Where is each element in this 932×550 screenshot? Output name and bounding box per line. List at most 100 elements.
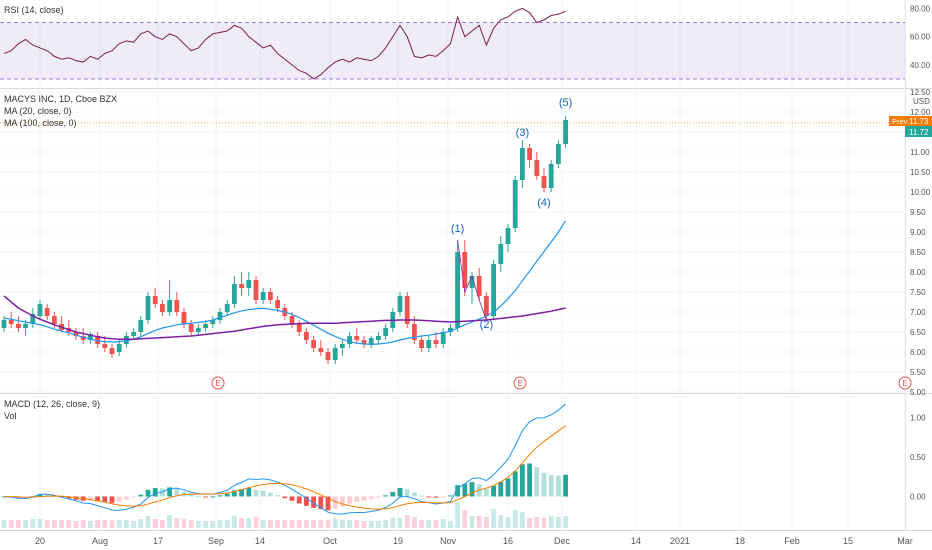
candle-body[interactable]	[318, 348, 324, 352]
candle-body[interactable]	[534, 160, 540, 176]
candle-body[interactable]	[440, 332, 446, 344]
candle-body[interactable]	[563, 120, 568, 144]
candle-body[interactable]	[289, 316, 295, 324]
rsi-label: RSI (14, close)	[4, 5, 64, 15]
volume-bar	[152, 519, 158, 528]
candle-body[interactable]	[232, 284, 237, 304]
macd-label[interactable]: MACD (12, 26, close, 9)	[4, 399, 100, 409]
candle-body[interactable]	[397, 296, 403, 312]
candle-body[interactable]	[462, 252, 468, 288]
candle-body[interactable]	[448, 328, 453, 332]
candle-body[interactable]	[73, 332, 79, 336]
candle-body[interactable]	[304, 332, 309, 340]
ma100-legend[interactable]: MA (100, close, 0)	[4, 118, 77, 128]
candle-body[interactable]	[217, 312, 223, 320]
candle-body[interactable]	[16, 324, 21, 328]
earnings-marker[interactable]	[513, 376, 527, 390]
candle-body[interactable]	[167, 300, 172, 312]
macd-histogram-bar	[318, 496, 324, 510]
candle-body[interactable]	[30, 314, 36, 324]
candle-body[interactable]	[527, 148, 532, 160]
macd-histogram-bar	[354, 496, 360, 502]
candle-body[interactable]	[131, 332, 136, 336]
candle-body[interactable]	[368, 338, 374, 344]
candle-body[interactable]	[37, 304, 43, 316]
macd-histogram-bar	[426, 496, 432, 498]
candle-body[interactable]	[88, 334, 93, 340]
candle-body[interactable]	[383, 328, 388, 336]
candle-body[interactable]	[347, 336, 352, 344]
candle-body[interactable]	[412, 324, 417, 340]
volume-bar	[325, 520, 331, 528]
price-tick-label: 10.00	[910, 188, 931, 197]
candle-body[interactable]	[102, 344, 108, 348]
candle-body[interactable]	[239, 284, 244, 288]
candle-body[interactable]	[44, 308, 50, 316]
candle-body[interactable]	[426, 340, 432, 348]
candle-body[interactable]	[246, 280, 252, 288]
candle-body[interactable]	[498, 244, 504, 264]
grid	[0, 0, 906, 530]
earnings-marker[interactable]	[898, 376, 912, 390]
volume-bar	[390, 518, 396, 528]
candle-body[interactable]	[210, 320, 216, 324]
candle-body[interactable]	[260, 292, 266, 300]
candle-body[interactable]	[340, 344, 345, 348]
candle-body[interactable]	[520, 148, 525, 180]
candle-body[interactable]	[1, 320, 7, 328]
candle-body[interactable]	[160, 304, 165, 312]
candle-body[interactable]	[491, 264, 496, 316]
candle-body[interactable]	[376, 336, 381, 340]
candle-body[interactable]	[455, 252, 460, 328]
candle-body[interactable]	[404, 296, 410, 324]
candle-body[interactable]	[116, 344, 122, 352]
candle-body[interactable]	[476, 276, 482, 296]
candle-body[interactable]	[188, 324, 194, 332]
candle-body[interactable]	[145, 296, 151, 320]
candle-body[interactable]	[556, 144, 561, 164]
candle-body[interactable]	[80, 336, 86, 340]
candle-body[interactable]	[224, 304, 230, 312]
candle-body[interactable]	[52, 316, 57, 324]
x-tick-label: 16	[503, 536, 513, 546]
candle-body[interactable]	[275, 300, 280, 308]
candle-body[interactable]	[361, 340, 367, 344]
candle-body[interactable]	[152, 296, 158, 304]
candle-body[interactable]	[433, 340, 439, 344]
volume-bar	[440, 519, 446, 528]
candle-body[interactable]	[469, 276, 475, 288]
volume-bar	[253, 517, 259, 528]
candle-body[interactable]	[196, 328, 201, 332]
candle-body[interactable]	[296, 324, 302, 332]
candle-body[interactable]	[332, 348, 338, 360]
x-tick-label: 17	[153, 536, 163, 546]
candle-body[interactable]	[354, 336, 360, 340]
ma20-legend[interactable]: MA (20, close, 0)	[4, 106, 72, 116]
vol-label[interactable]: Vol	[4, 411, 17, 421]
candle-body[interactable]	[174, 300, 180, 312]
symbol-label[interactable]: MACYS INC, 1D, Cboe BZX	[4, 94, 117, 104]
candle-body[interactable]	[268, 292, 273, 300]
candle-body[interactable]	[311, 340, 316, 348]
candle-body[interactable]	[23, 324, 28, 328]
candle-body[interactable]	[124, 336, 129, 344]
candle-body[interactable]	[548, 164, 554, 188]
candle-body[interactable]	[109, 348, 115, 354]
candle-body[interactable]	[541, 176, 547, 188]
candle-body[interactable]	[253, 280, 259, 300]
wave-label: (3)	[516, 127, 529, 139]
candle-body[interactable]	[95, 336, 100, 344]
candle-body[interactable]	[203, 324, 208, 328]
candle-body[interactable]	[505, 228, 511, 244]
candle-body[interactable]	[8, 320, 14, 324]
earnings-marker[interactable]	[211, 376, 225, 390]
candle-body[interactable]	[419, 340, 424, 348]
candle-body[interactable]	[512, 180, 518, 228]
candle-body[interactable]	[138, 320, 144, 332]
candle-body[interactable]	[325, 352, 331, 360]
volume-bar	[311, 520, 316, 528]
candle-body[interactable]	[484, 296, 489, 316]
candle-body[interactable]	[181, 312, 187, 324]
volume-bar	[131, 521, 136, 528]
